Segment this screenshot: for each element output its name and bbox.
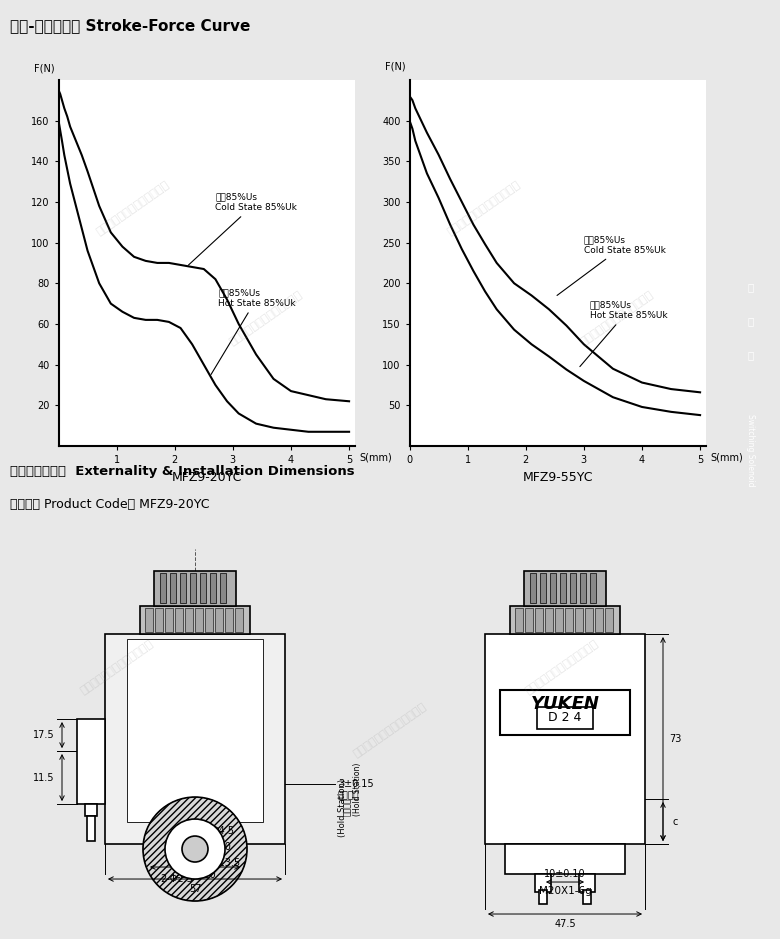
Bar: [560, 573, 566, 603]
Text: 热态85%Us
Hot State 85%Uk: 热态85%Us Hot State 85%Uk: [211, 288, 296, 375]
Text: 73: 73: [668, 734, 681, 744]
Bar: [530, 573, 536, 603]
Circle shape: [182, 836, 208, 862]
Bar: [535, 608, 543, 632]
Text: Φ13.5: Φ13.5: [211, 858, 240, 868]
Text: 47.5: 47.5: [554, 919, 576, 929]
Bar: [565, 608, 573, 632]
Text: 产品型号 Product Code： MFZ9-20YC: 产品型号 Product Code： MFZ9-20YC: [9, 498, 209, 511]
Text: Switching Solenoid: Switching Solenoid: [746, 414, 755, 487]
Bar: [510, 606, 620, 634]
Bar: [170, 573, 176, 603]
Bar: [210, 573, 216, 603]
Bar: [175, 608, 183, 632]
Text: 冷态85%Us
Cold State 85%Uk: 冷态85%Us Cold State 85%Uk: [189, 192, 297, 265]
Bar: [485, 634, 645, 844]
Bar: [540, 573, 546, 603]
Bar: [545, 608, 553, 632]
Bar: [155, 608, 163, 632]
Text: 型: 型: [747, 350, 754, 360]
Text: 外形及安装尺寸  Externality & Installation Dimensions: 外形及安装尺寸 Externality & Installation Dimen…: [9, 465, 354, 478]
Bar: [160, 573, 166, 603]
Bar: [87, 816, 95, 841]
Bar: [220, 573, 226, 603]
X-axis label: MFZ9-20YC: MFZ9-20YC: [172, 470, 242, 484]
Bar: [524, 571, 606, 606]
Bar: [165, 608, 173, 632]
Text: 冷态85%Us
Cold State 85%Uk: 冷态85%Us Cold State 85%Uk: [557, 236, 665, 296]
Text: 无锡凯维联液压机械有限公司: 无锡凯维联液压机械有限公司: [94, 179, 171, 237]
Text: 锁定位置: 锁定位置: [338, 792, 360, 801]
Text: c: c: [672, 817, 678, 826]
Bar: [105, 634, 285, 844]
Bar: [235, 608, 243, 632]
Bar: [145, 608, 153, 632]
Text: 热态85%Us
Hot State 85%Uk: 热态85%Us Hot State 85%Uk: [580, 300, 667, 366]
Bar: [205, 608, 213, 632]
Text: 无锡凯维联液压机械有限公司: 无锡凯维联液压机械有限公司: [579, 289, 655, 346]
Text: M20X1-6g: M20X1-6g: [539, 886, 591, 896]
Bar: [525, 608, 533, 632]
Text: 10±0.10: 10±0.10: [544, 869, 586, 879]
Text: D 2 4: D 2 4: [548, 712, 582, 724]
Text: 开: 开: [747, 283, 754, 292]
Text: 17.5: 17.5: [34, 730, 55, 740]
Bar: [575, 608, 583, 632]
X-axis label: MFZ9-55YC: MFZ9-55YC: [523, 470, 593, 484]
Bar: [579, 874, 595, 892]
Bar: [555, 608, 563, 632]
Text: F(N): F(N): [34, 64, 55, 73]
Bar: [185, 608, 193, 632]
Text: 无锡凯维联液压机械有限公司: 无锡凯维联液压机械有限公司: [79, 639, 155, 696]
Text: 无锡凯维联液压机械有限公司: 无锡凯维联液压机械有限公司: [445, 179, 522, 237]
Text: S(mm): S(mm): [360, 452, 392, 462]
Bar: [537, 707, 593, 729]
Bar: [200, 573, 206, 603]
Bar: [85, 804, 97, 816]
Bar: [505, 844, 625, 874]
Text: Φ10: Φ10: [211, 842, 231, 852]
Bar: [583, 890, 591, 904]
Text: 11.5: 11.5: [34, 773, 55, 782]
Bar: [140, 606, 250, 634]
Bar: [500, 690, 630, 735]
Text: 28±0.10: 28±0.10: [174, 870, 216, 880]
Bar: [127, 639, 263, 822]
Text: 2-Φ2.5: 2-Φ2.5: [161, 874, 193, 884]
Text: 3±0.15: 3±0.15: [338, 779, 374, 789]
Bar: [215, 608, 223, 632]
Text: S(mm): S(mm): [711, 453, 743, 463]
Text: 无锡凯维联液压机械有限公司: 无锡凯维联液压机械有限公司: [523, 639, 600, 696]
Bar: [550, 573, 556, 603]
Text: (Hold Station): (Hold Station): [338, 779, 347, 837]
Text: YUKEN: YUKEN: [530, 695, 600, 714]
Circle shape: [165, 819, 225, 879]
Bar: [539, 890, 547, 904]
Bar: [570, 573, 576, 603]
Text: F(N): F(N): [385, 62, 406, 71]
Text: 关: 关: [747, 316, 754, 326]
Bar: [535, 874, 551, 892]
Text: 57: 57: [189, 884, 201, 894]
Bar: [154, 571, 236, 606]
Bar: [585, 608, 593, 632]
Bar: [580, 573, 586, 603]
Text: 无锡凯维联液压机械有限公司: 无锡凯维联液压机械有限公司: [352, 701, 428, 759]
Text: Φ4.5: Φ4.5: [211, 826, 234, 836]
Text: 锁定位置
(Hold Station): 锁定位置 (Hold Station): [343, 762, 363, 816]
Bar: [590, 573, 596, 603]
Bar: [190, 573, 196, 603]
Bar: [595, 608, 603, 632]
Bar: [225, 608, 233, 632]
Bar: [195, 608, 203, 632]
Bar: [515, 608, 523, 632]
Text: 无锡凯维联液压机械有限公司: 无锡凯维联液压机械有限公司: [228, 289, 304, 346]
Circle shape: [143, 797, 247, 901]
Bar: [180, 573, 186, 603]
Bar: [605, 608, 613, 632]
Text: 行程-力特性曲线 Stroke-Force Curve: 行程-力特性曲线 Stroke-Force Curve: [9, 18, 250, 33]
Bar: [77, 719, 105, 804]
